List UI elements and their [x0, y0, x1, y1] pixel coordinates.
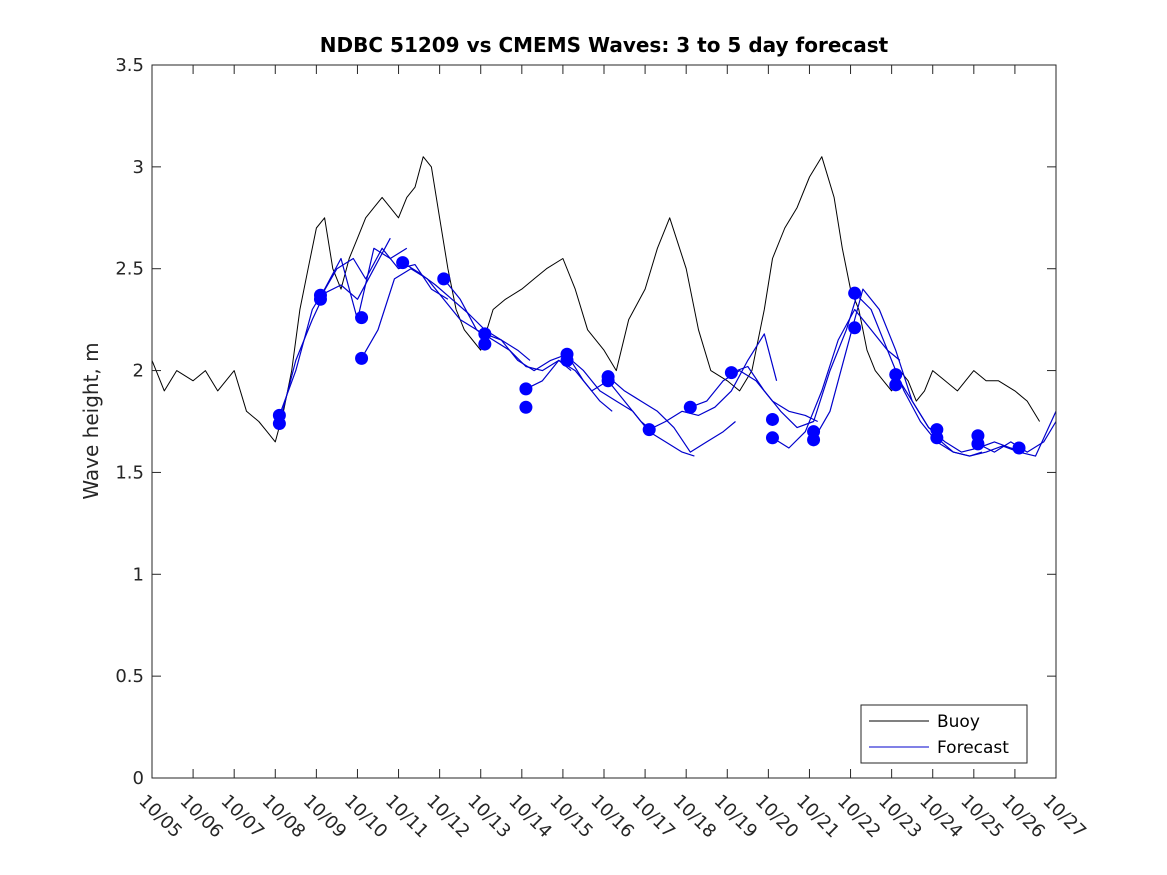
y-axis-label: Wave height, m [79, 342, 103, 499]
forecast-marker [889, 368, 903, 382]
y-tick-label: 3.5 [115, 55, 144, 76]
y-tick-label: 0.5 [115, 666, 144, 687]
forecast-series-line [278, 237, 391, 424]
forecast-marker [355, 311, 369, 325]
forecast-marker [313, 292, 327, 306]
legend-box [860, 704, 1028, 764]
forecast-marker [519, 382, 533, 396]
y-tick-label: 1.5 [115, 462, 144, 483]
forecast-series-line [648, 333, 778, 431]
forecast-marker [601, 374, 615, 388]
forecast-series-line [772, 308, 901, 449]
y-tick-label: 3 [133, 157, 144, 178]
forecast-marker [519, 400, 533, 414]
y-axis: 0 0.5 1 1.5 2 2.5 3 3.5 [115, 55, 1056, 789]
forecast-marker [355, 351, 369, 365]
forecast-series-line [607, 376, 736, 453]
forecast-marker [396, 256, 410, 270]
forecast-series-line [278, 247, 408, 416]
chart-title: NDBC 51209 vs CMEMS Waves: 3 to 5 day fo… [320, 33, 889, 57]
forecast-series-line [484, 333, 613, 412]
forecast-marker [889, 378, 903, 392]
forecast-marker [1012, 441, 1026, 455]
forecast-marker [848, 321, 862, 335]
y-tick-label: 0 [133, 768, 144, 789]
forecast-marker [930, 431, 944, 445]
plot-area [152, 65, 1056, 778]
legend-forecast-label: Forecast [937, 738, 1009, 758]
forecast-series-line [731, 288, 860, 429]
forecast-marker [971, 437, 985, 451]
forecast-series-line [936, 411, 1057, 457]
buoy-series-line [151, 156, 1041, 443]
forecast-marker [765, 431, 779, 445]
forecast-marker [683, 400, 697, 414]
forecast-marker [478, 337, 492, 351]
y-tick-label: 2.5 [115, 259, 144, 280]
y-tick-label: 2 [133, 361, 144, 382]
forecast-series-line [690, 370, 818, 423]
y-tick-label: 1 [133, 564, 144, 585]
forecast-marker [724, 366, 738, 380]
plot-data-group [151, 156, 1057, 457]
forecast-series-line [566, 355, 695, 457]
forecast-series-line [319, 247, 449, 300]
forecast-marker [765, 412, 779, 426]
forecast-marker [560, 353, 574, 367]
forecast-marker [848, 286, 862, 300]
forecast-marker [478, 327, 492, 341]
forecast-marker [272, 417, 286, 431]
forecast-marker [437, 272, 451, 286]
forecast-marker [807, 433, 821, 447]
legend: Buoy Forecast [860, 704, 1028, 764]
forecast-marker [642, 423, 656, 437]
legend-buoy-label: Buoy [937, 712, 980, 732]
